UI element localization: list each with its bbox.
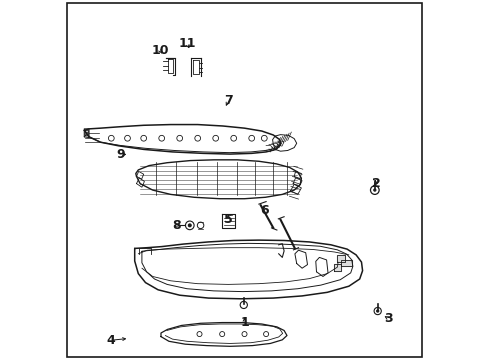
- Polygon shape: [136, 178, 144, 187]
- Polygon shape: [294, 250, 307, 268]
- Text: 6: 6: [260, 204, 268, 217]
- Text: 5: 5: [224, 213, 232, 226]
- Text: 8: 8: [171, 219, 180, 231]
- Polygon shape: [84, 125, 280, 154]
- Text: 2: 2: [371, 177, 380, 190]
- Circle shape: [376, 310, 378, 312]
- Polygon shape: [84, 129, 89, 138]
- Polygon shape: [85, 130, 88, 132]
- Polygon shape: [337, 255, 344, 262]
- Text: 4: 4: [107, 334, 116, 347]
- Polygon shape: [134, 240, 362, 299]
- Text: 1: 1: [240, 316, 248, 329]
- Text: 10: 10: [151, 44, 168, 57]
- Polygon shape: [272, 135, 296, 151]
- Circle shape: [373, 189, 375, 191]
- Text: 3: 3: [384, 312, 392, 325]
- Polygon shape: [136, 160, 301, 199]
- Polygon shape: [315, 257, 327, 276]
- Polygon shape: [290, 184, 301, 194]
- Polygon shape: [340, 260, 352, 266]
- Text: 11: 11: [178, 37, 195, 50]
- Text: 7: 7: [224, 94, 232, 107]
- Polygon shape: [292, 178, 302, 186]
- Polygon shape: [136, 171, 143, 179]
- Polygon shape: [161, 323, 286, 346]
- Polygon shape: [85, 134, 88, 135]
- Polygon shape: [294, 171, 301, 179]
- Circle shape: [188, 224, 191, 227]
- Text: 9: 9: [116, 148, 124, 161]
- Polygon shape: [333, 264, 340, 271]
